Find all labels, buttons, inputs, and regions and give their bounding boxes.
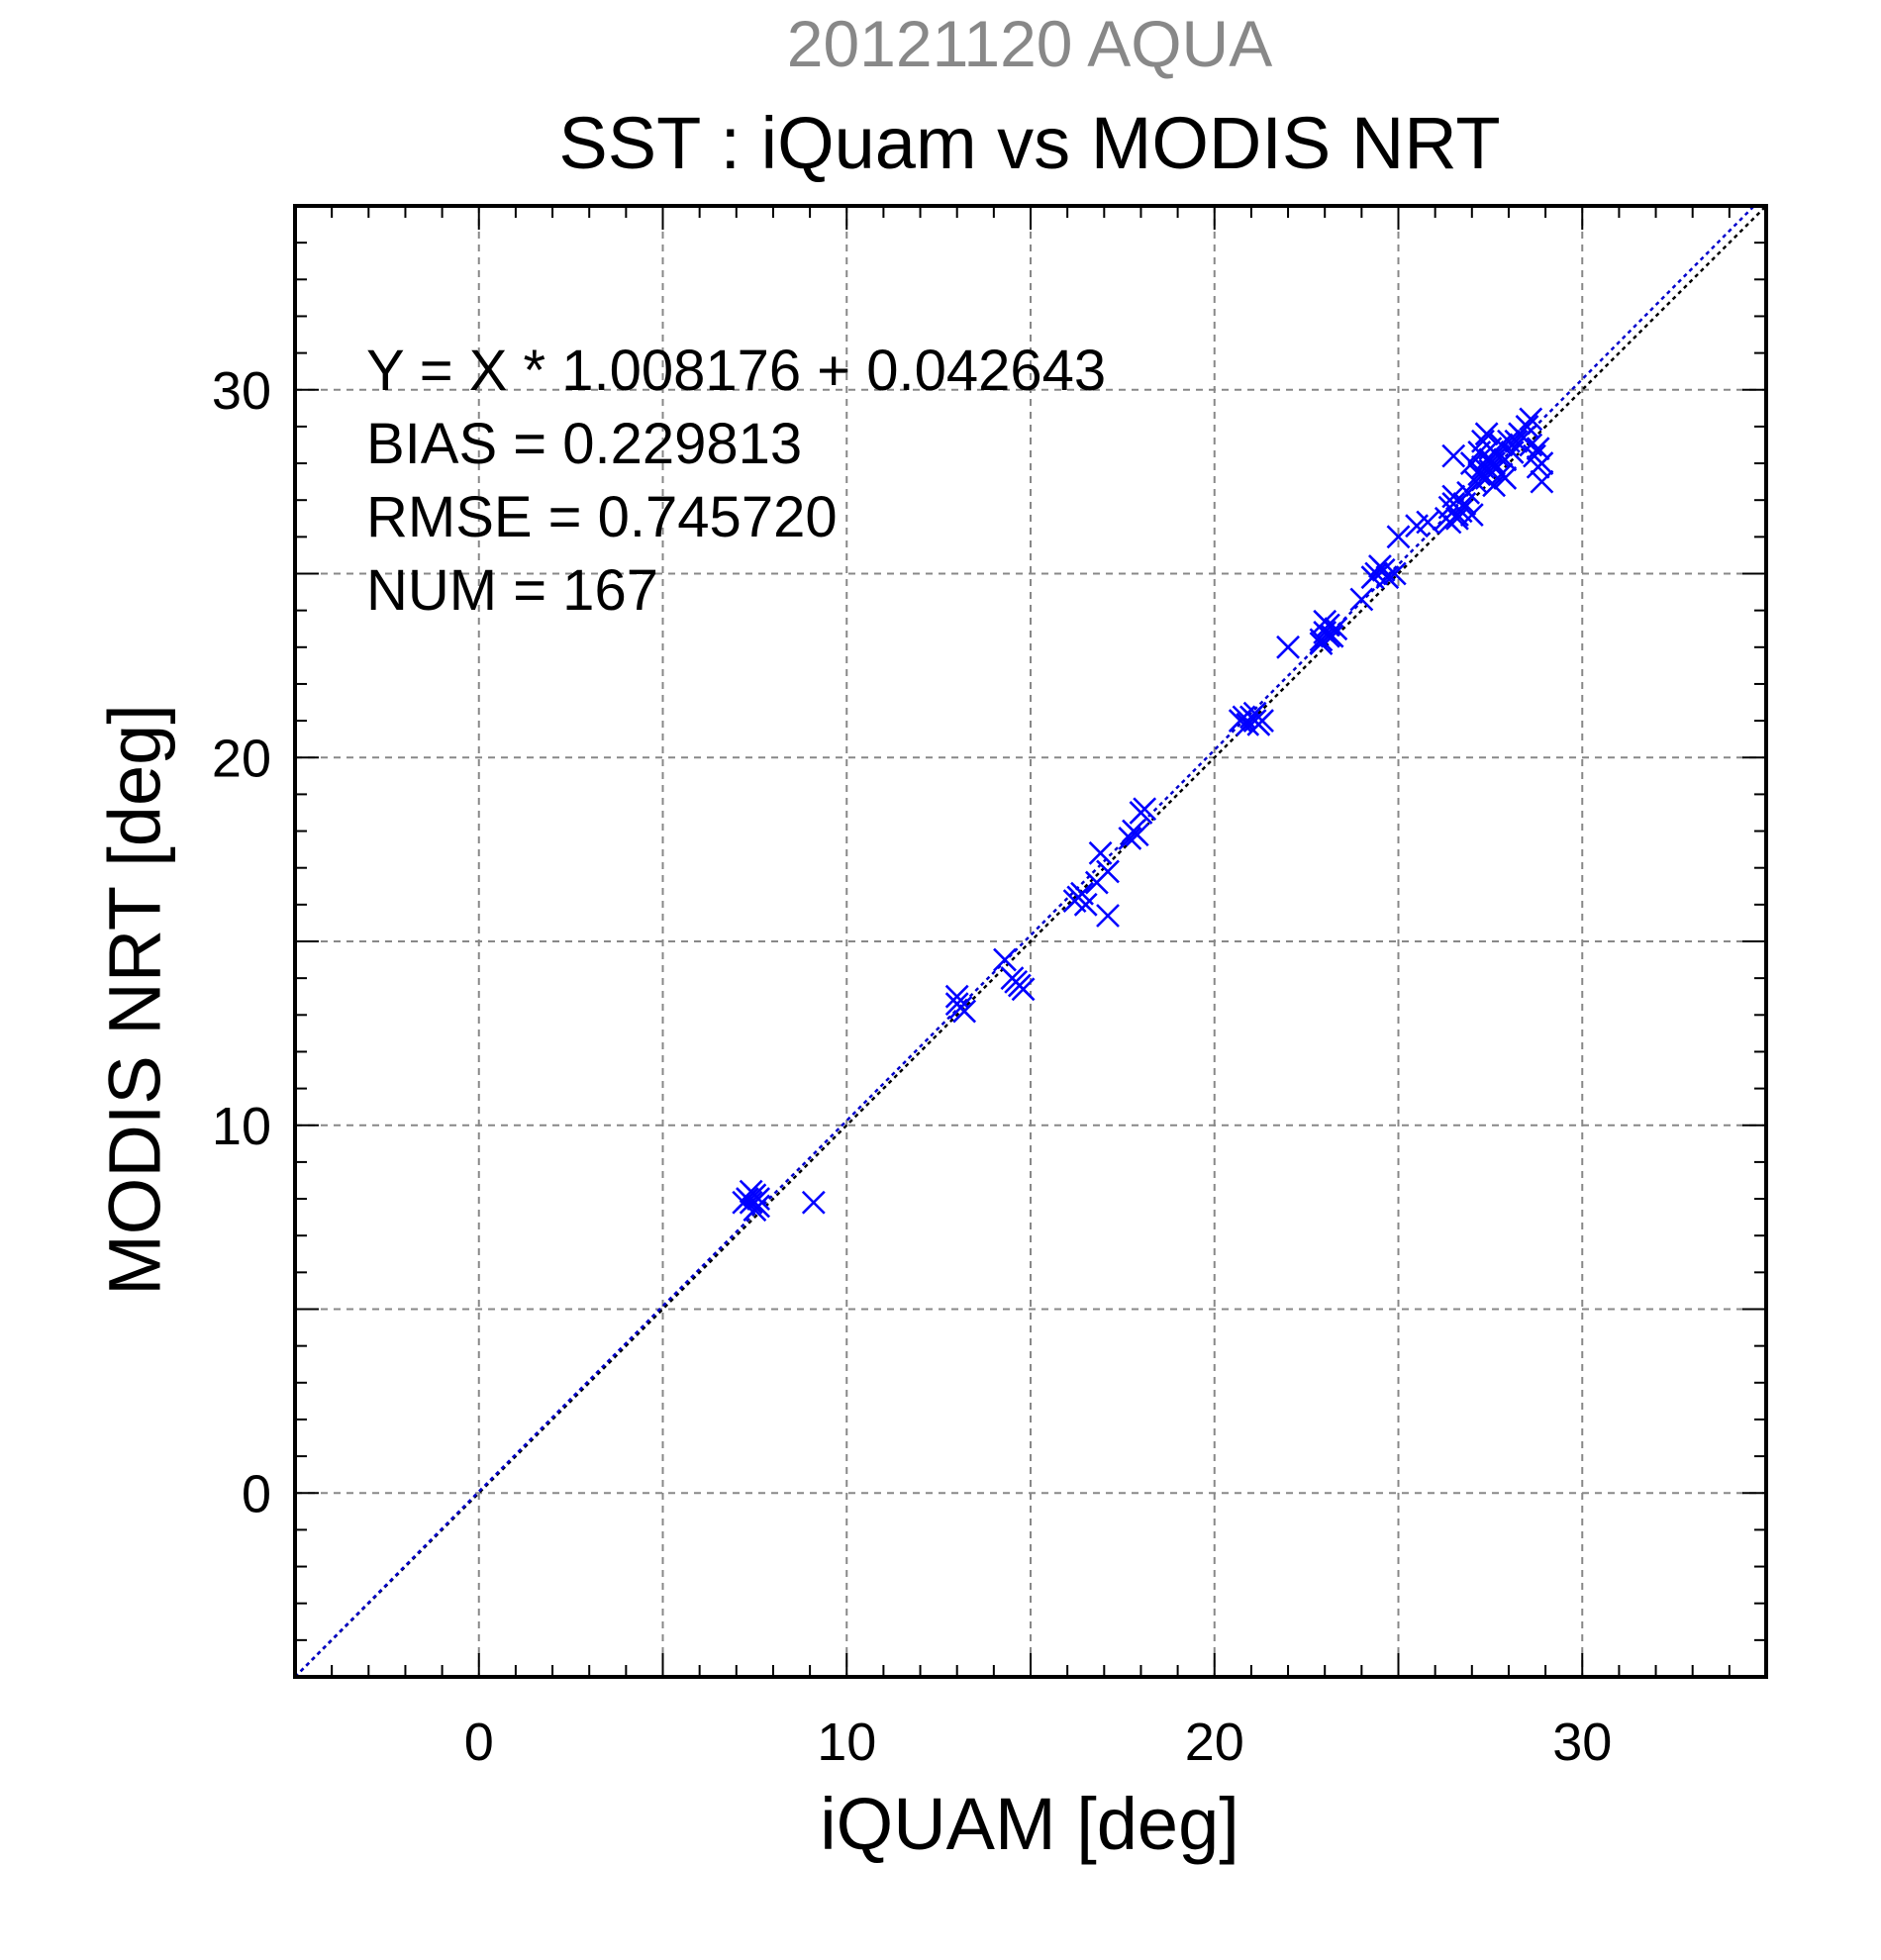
data-point xyxy=(1437,510,1462,535)
y-tick-label: 30 xyxy=(212,361,271,421)
data-point xyxy=(1007,973,1032,998)
data-point xyxy=(1129,801,1153,825)
y-tick-label: 10 xyxy=(212,1097,271,1156)
data-point xyxy=(1530,469,1554,494)
data-point xyxy=(1096,904,1120,928)
chart-supertitle: 20121120 AQUA xyxy=(786,7,1273,80)
data-point xyxy=(732,1190,756,1215)
data-point xyxy=(1070,881,1094,906)
x-tick-label: 20 xyxy=(1185,1713,1244,1772)
data-point xyxy=(1515,414,1539,439)
x-tick-label: 10 xyxy=(817,1713,876,1772)
plot-frame xyxy=(293,204,1768,1679)
data-point xyxy=(952,999,977,1024)
data-point xyxy=(801,1190,826,1215)
data-point xyxy=(1519,407,1543,432)
data-point xyxy=(1504,429,1529,453)
x-tick-label: 0 xyxy=(464,1713,494,1772)
data-point xyxy=(1526,437,1550,461)
tick-labels: 0 10 20 30 0 10 20 30 xyxy=(212,361,1612,1772)
data-point xyxy=(1478,447,1503,472)
data-point xyxy=(1441,484,1466,509)
data-point xyxy=(1456,480,1480,505)
x-tick-label: 30 xyxy=(1552,1713,1612,1772)
data-point xyxy=(1445,506,1469,531)
data-point xyxy=(1242,701,1267,726)
data-point xyxy=(1382,561,1407,586)
data-point xyxy=(1482,473,1507,498)
data-point xyxy=(1474,422,1499,446)
regression-equation: Y = X * 1.008176 + 0.042643 xyxy=(366,339,1107,403)
data-points xyxy=(732,407,1554,1223)
y-axis-label: MODIS NRT [deg] xyxy=(93,704,176,1296)
bias-stat: BIAS = 0.229813 xyxy=(366,412,803,476)
data-point xyxy=(1125,823,1149,847)
count-stat: NUM = 167 xyxy=(366,558,658,623)
data-point xyxy=(993,947,1017,972)
data-point xyxy=(742,1198,767,1223)
data-point xyxy=(1416,510,1440,535)
data-point xyxy=(1084,870,1109,895)
data-point xyxy=(1530,451,1554,475)
x-axis-label: iQUAM [deg] xyxy=(820,1783,1239,1865)
y-tick-label: 0 xyxy=(242,1464,271,1523)
data-point xyxy=(1489,433,1514,457)
data-point xyxy=(1118,827,1142,850)
data-point xyxy=(1313,609,1337,634)
rmse-stat: RMSE = 0.745720 xyxy=(366,485,838,549)
data-point xyxy=(1459,503,1484,527)
data-point xyxy=(1375,565,1400,590)
data-point xyxy=(1088,840,1113,865)
data-point xyxy=(1349,587,1374,612)
regression-stats: Y = X * 1.008176 + 0.042643 BIAS = 0.229… xyxy=(366,335,1106,628)
data-point xyxy=(1441,443,1466,468)
data-point xyxy=(1236,712,1260,736)
data-point xyxy=(1467,462,1492,487)
y-tick-label: 20 xyxy=(212,729,271,788)
data-point xyxy=(1493,465,1518,490)
chart-title: SST : iQuam vs MODIS NRT xyxy=(558,102,1501,184)
grid-lines xyxy=(295,206,1766,1677)
data-point xyxy=(1320,624,1344,648)
identity-line xyxy=(294,205,1767,1678)
data-point xyxy=(1276,635,1300,659)
data-point xyxy=(1317,624,1340,648)
data-point xyxy=(739,1190,763,1215)
data-point xyxy=(1386,525,1411,549)
